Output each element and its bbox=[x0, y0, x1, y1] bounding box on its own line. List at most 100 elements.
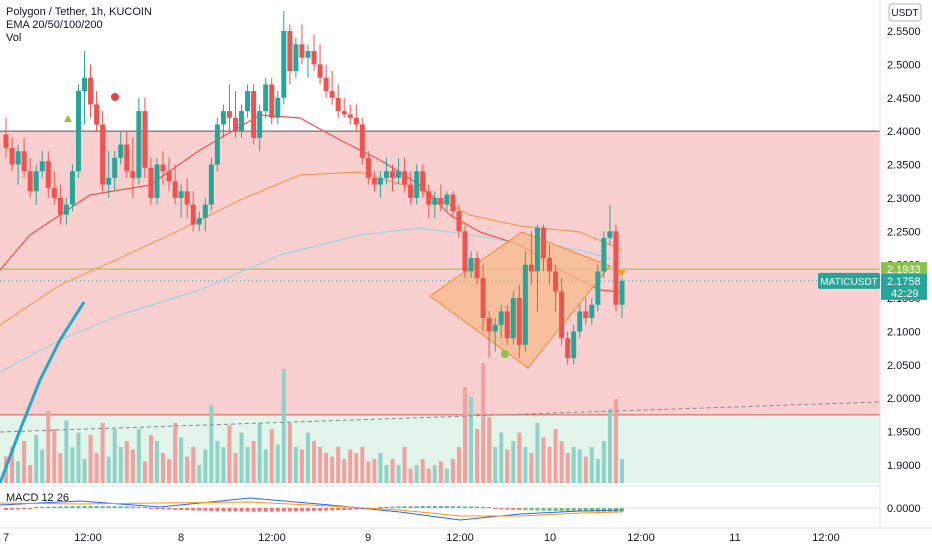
candle-body bbox=[100, 124, 106, 185]
macd-histogram-bar bbox=[245, 508, 250, 512]
macd-histogram-bar bbox=[450, 506, 455, 508]
candle-body bbox=[516, 298, 522, 345]
ticker-tag-label: MATICUSDT bbox=[820, 277, 878, 288]
macd-histogram-bar bbox=[58, 506, 63, 508]
macd-histogram-bar bbox=[541, 508, 546, 511]
macd-histogram-bar bbox=[4, 508, 8, 510]
macd-histogram-bar bbox=[438, 506, 443, 508]
macd-histogram-bar bbox=[94, 506, 99, 508]
macd-histogram-bar bbox=[583, 508, 588, 512]
volume-bar bbox=[348, 449, 353, 483]
candle-body bbox=[154, 164, 160, 198]
level-price-value: 2.1933 bbox=[887, 264, 921, 276]
volume-bar bbox=[76, 432, 81, 483]
macd-histogram-bar bbox=[577, 508, 582, 512]
macd-histogram-bar bbox=[487, 506, 492, 508]
candle-body bbox=[106, 177, 112, 185]
volume-bar bbox=[432, 465, 437, 483]
last-price-value: 2.1758 bbox=[887, 276, 921, 288]
candle-body bbox=[450, 194, 456, 212]
macd-histogram-bar bbox=[414, 506, 419, 508]
macd-histogram-bar bbox=[293, 508, 298, 512]
volume-bar bbox=[112, 429, 117, 483]
candle-body bbox=[510, 298, 516, 339]
volume-bar bbox=[462, 387, 467, 483]
macd-histogram-bar bbox=[547, 508, 552, 511]
volume-bar bbox=[354, 453, 359, 483]
candle-body bbox=[462, 231, 468, 272]
volume-bar bbox=[577, 449, 582, 483]
macd-histogram-bar bbox=[46, 506, 51, 508]
ticker-tag bbox=[818, 272, 880, 289]
volume-bar bbox=[245, 447, 250, 483]
candle-body bbox=[21, 151, 27, 172]
candle-body bbox=[365, 157, 371, 178]
candle-body bbox=[335, 97, 341, 112]
candle-body bbox=[232, 117, 238, 132]
candle-body bbox=[390, 171, 396, 178]
volume-bar bbox=[124, 441, 129, 483]
candle-body bbox=[63, 204, 69, 215]
volume-bar bbox=[559, 441, 564, 483]
macd-histogram-bar bbox=[354, 508, 359, 510]
candle-body bbox=[583, 311, 589, 319]
candle-body bbox=[341, 111, 347, 115]
volume-bar bbox=[179, 437, 184, 483]
volume-bar bbox=[481, 363, 486, 483]
candle-body bbox=[317, 64, 323, 78]
volume-bar bbox=[517, 432, 522, 483]
volume-bar bbox=[456, 447, 461, 483]
macd-line bbox=[0, 497, 623, 521]
candle-body bbox=[287, 31, 293, 72]
volume-bar bbox=[161, 453, 166, 483]
macd-histogram-bar bbox=[456, 506, 461, 508]
volume-bar bbox=[100, 423, 105, 483]
macd-histogram-bar bbox=[499, 508, 504, 510]
macd-histogram-bar bbox=[76, 506, 81, 508]
volume-bar bbox=[450, 459, 455, 483]
candle-body bbox=[142, 111, 148, 168]
volume-bar bbox=[372, 459, 377, 483]
price-tick-label: 2.1000 bbox=[887, 326, 921, 338]
macd-histogram-bar bbox=[16, 508, 21, 510]
candle-body bbox=[257, 111, 263, 138]
macd-histogram-bar bbox=[251, 508, 256, 512]
candle-body bbox=[613, 231, 619, 305]
macd-histogram-bar bbox=[553, 508, 558, 512]
candle-body bbox=[486, 318, 492, 332]
volume-bar bbox=[330, 456, 335, 483]
candle-body bbox=[468, 258, 474, 272]
volume-bar bbox=[414, 465, 419, 483]
volume-bar bbox=[360, 447, 365, 483]
macd-histogram-bar bbox=[148, 508, 153, 510]
signal-triangle-down bbox=[618, 270, 626, 277]
macd-histogram-bar bbox=[52, 506, 57, 508]
candle-body bbox=[420, 171, 426, 192]
candle-body bbox=[269, 84, 275, 118]
macd-histogram-bar bbox=[136, 506, 141, 508]
candle-body bbox=[504, 311, 510, 339]
macd-histogram-bar bbox=[469, 506, 474, 508]
volume-bar bbox=[595, 459, 600, 483]
macd-histogram-bar bbox=[40, 506, 45, 508]
macd-histogram-bar bbox=[106, 506, 111, 508]
macd-histogram-bar bbox=[402, 506, 407, 508]
volume-bar bbox=[221, 447, 226, 483]
macd-histogram-bar bbox=[571, 508, 576, 512]
candle-body bbox=[414, 171, 420, 198]
volume-bar bbox=[40, 449, 45, 483]
legend-symbol[interactable]: Polygon / Tether, 1h, KUCOIN bbox=[6, 6, 152, 18]
candle-body bbox=[220, 111, 226, 125]
volume-bar bbox=[487, 417, 492, 483]
legend-ema[interactable]: EMA 20/50/100/200 bbox=[6, 19, 103, 31]
volume-bar bbox=[620, 459, 624, 483]
macd-histogram-bar bbox=[529, 508, 534, 511]
macd-histogram-bar bbox=[330, 508, 335, 511]
legend-vol[interactable]: Vol bbox=[6, 32, 22, 44]
macd-histogram-bar bbox=[342, 508, 347, 511]
candle-body bbox=[371, 177, 377, 185]
candle-body bbox=[293, 44, 299, 72]
macd-histogram-bar bbox=[281, 508, 286, 512]
macd-legend[interactable]: MACD 12 26 bbox=[6, 492, 69, 504]
macd-histogram-bar bbox=[620, 508, 624, 512]
